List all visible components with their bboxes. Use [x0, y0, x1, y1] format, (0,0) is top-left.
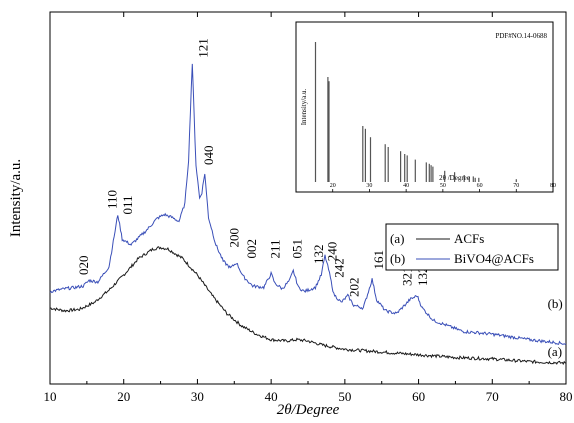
x-tick-label: 20: [117, 389, 130, 404]
peak-label: 161: [371, 250, 386, 270]
inset-x-tick-label: 60: [477, 183, 483, 189]
peak-label: 051: [290, 239, 305, 259]
peak-label: 110: [105, 190, 120, 209]
series-tag-group: (b) (a): [548, 296, 563, 359]
legend-label: BiVO4@ACFs: [454, 251, 534, 266]
inset-x-axis: 20 30 40 50 60 70 80: [330, 183, 556, 192]
inset-x-tick-label: 50: [440, 183, 446, 189]
peak-label: 132: [311, 245, 326, 265]
legend-box: [385, 223, 559, 271]
inset-x-tick-label: 40: [403, 183, 409, 189]
peak-label: 200: [226, 228, 241, 248]
peak-label: 202: [346, 278, 361, 298]
y-axis-title: Intensity/a.u.: [8, 159, 24, 237]
peak-label: 240: [324, 242, 339, 262]
peak-label: 132: [415, 267, 430, 287]
peak-label: 321: [400, 267, 415, 287]
peak-label: 242: [332, 258, 347, 278]
peak-label: 020: [76, 256, 91, 276]
x-tick-label: 70: [486, 389, 499, 404]
peak-label: 211: [268, 239, 283, 258]
series-line-acfs: [50, 246, 567, 366]
legend-label: ACFs: [454, 231, 484, 246]
main-x-axis: 10 20 30 40 50 60 70 80: [44, 12, 573, 404]
inset-title: PDF#NO.14-0688: [495, 32, 547, 40]
inset-y-axis-title: Intensity/a.u.: [300, 88, 308, 125]
x-tick-label: 60: [412, 389, 425, 404]
legend: (a) ACFs (b) BiVO4@ACFs: [385, 223, 559, 271]
inset-x-tick-label: 30: [366, 183, 372, 189]
x-tick-label: 40: [265, 389, 278, 404]
x-axis-title: 2θ/Degree: [277, 402, 340, 418]
inset-bars-group: [314, 42, 517, 182]
inset-plot-frame: [295, 21, 554, 193]
peak-label: 002: [244, 239, 259, 259]
legend-prefix: (b): [390, 251, 405, 266]
x-tick-label: 50: [338, 389, 351, 404]
peak-label: 121: [195, 38, 210, 58]
x-tick-label: 10: [44, 389, 57, 404]
peak-label: 040: [201, 146, 216, 166]
inset-x-tick-label: 80: [550, 183, 556, 189]
main-series-group: [49, 63, 567, 366]
peak-label: 011: [120, 195, 135, 214]
reference-pattern-inset: 20 30 40 50 60 70 80 PDF#NO.14-0688 2θ /Degree…: [295, 21, 556, 193]
inset-x-tick-label: 70: [513, 183, 519, 189]
series-tag: (a): [548, 344, 562, 359]
series-tag: (b): [548, 296, 563, 311]
inset-x-tick-label: 20: [330, 183, 336, 189]
series-line-bivo4-acfs: [49, 63, 567, 345]
inset-x-axis-title: 2θ /Degree: [439, 174, 470, 182]
x-tick-label: 30: [191, 389, 204, 404]
legend-prefix: (a): [390, 231, 404, 246]
x-tick-label: 80: [560, 389, 573, 404]
